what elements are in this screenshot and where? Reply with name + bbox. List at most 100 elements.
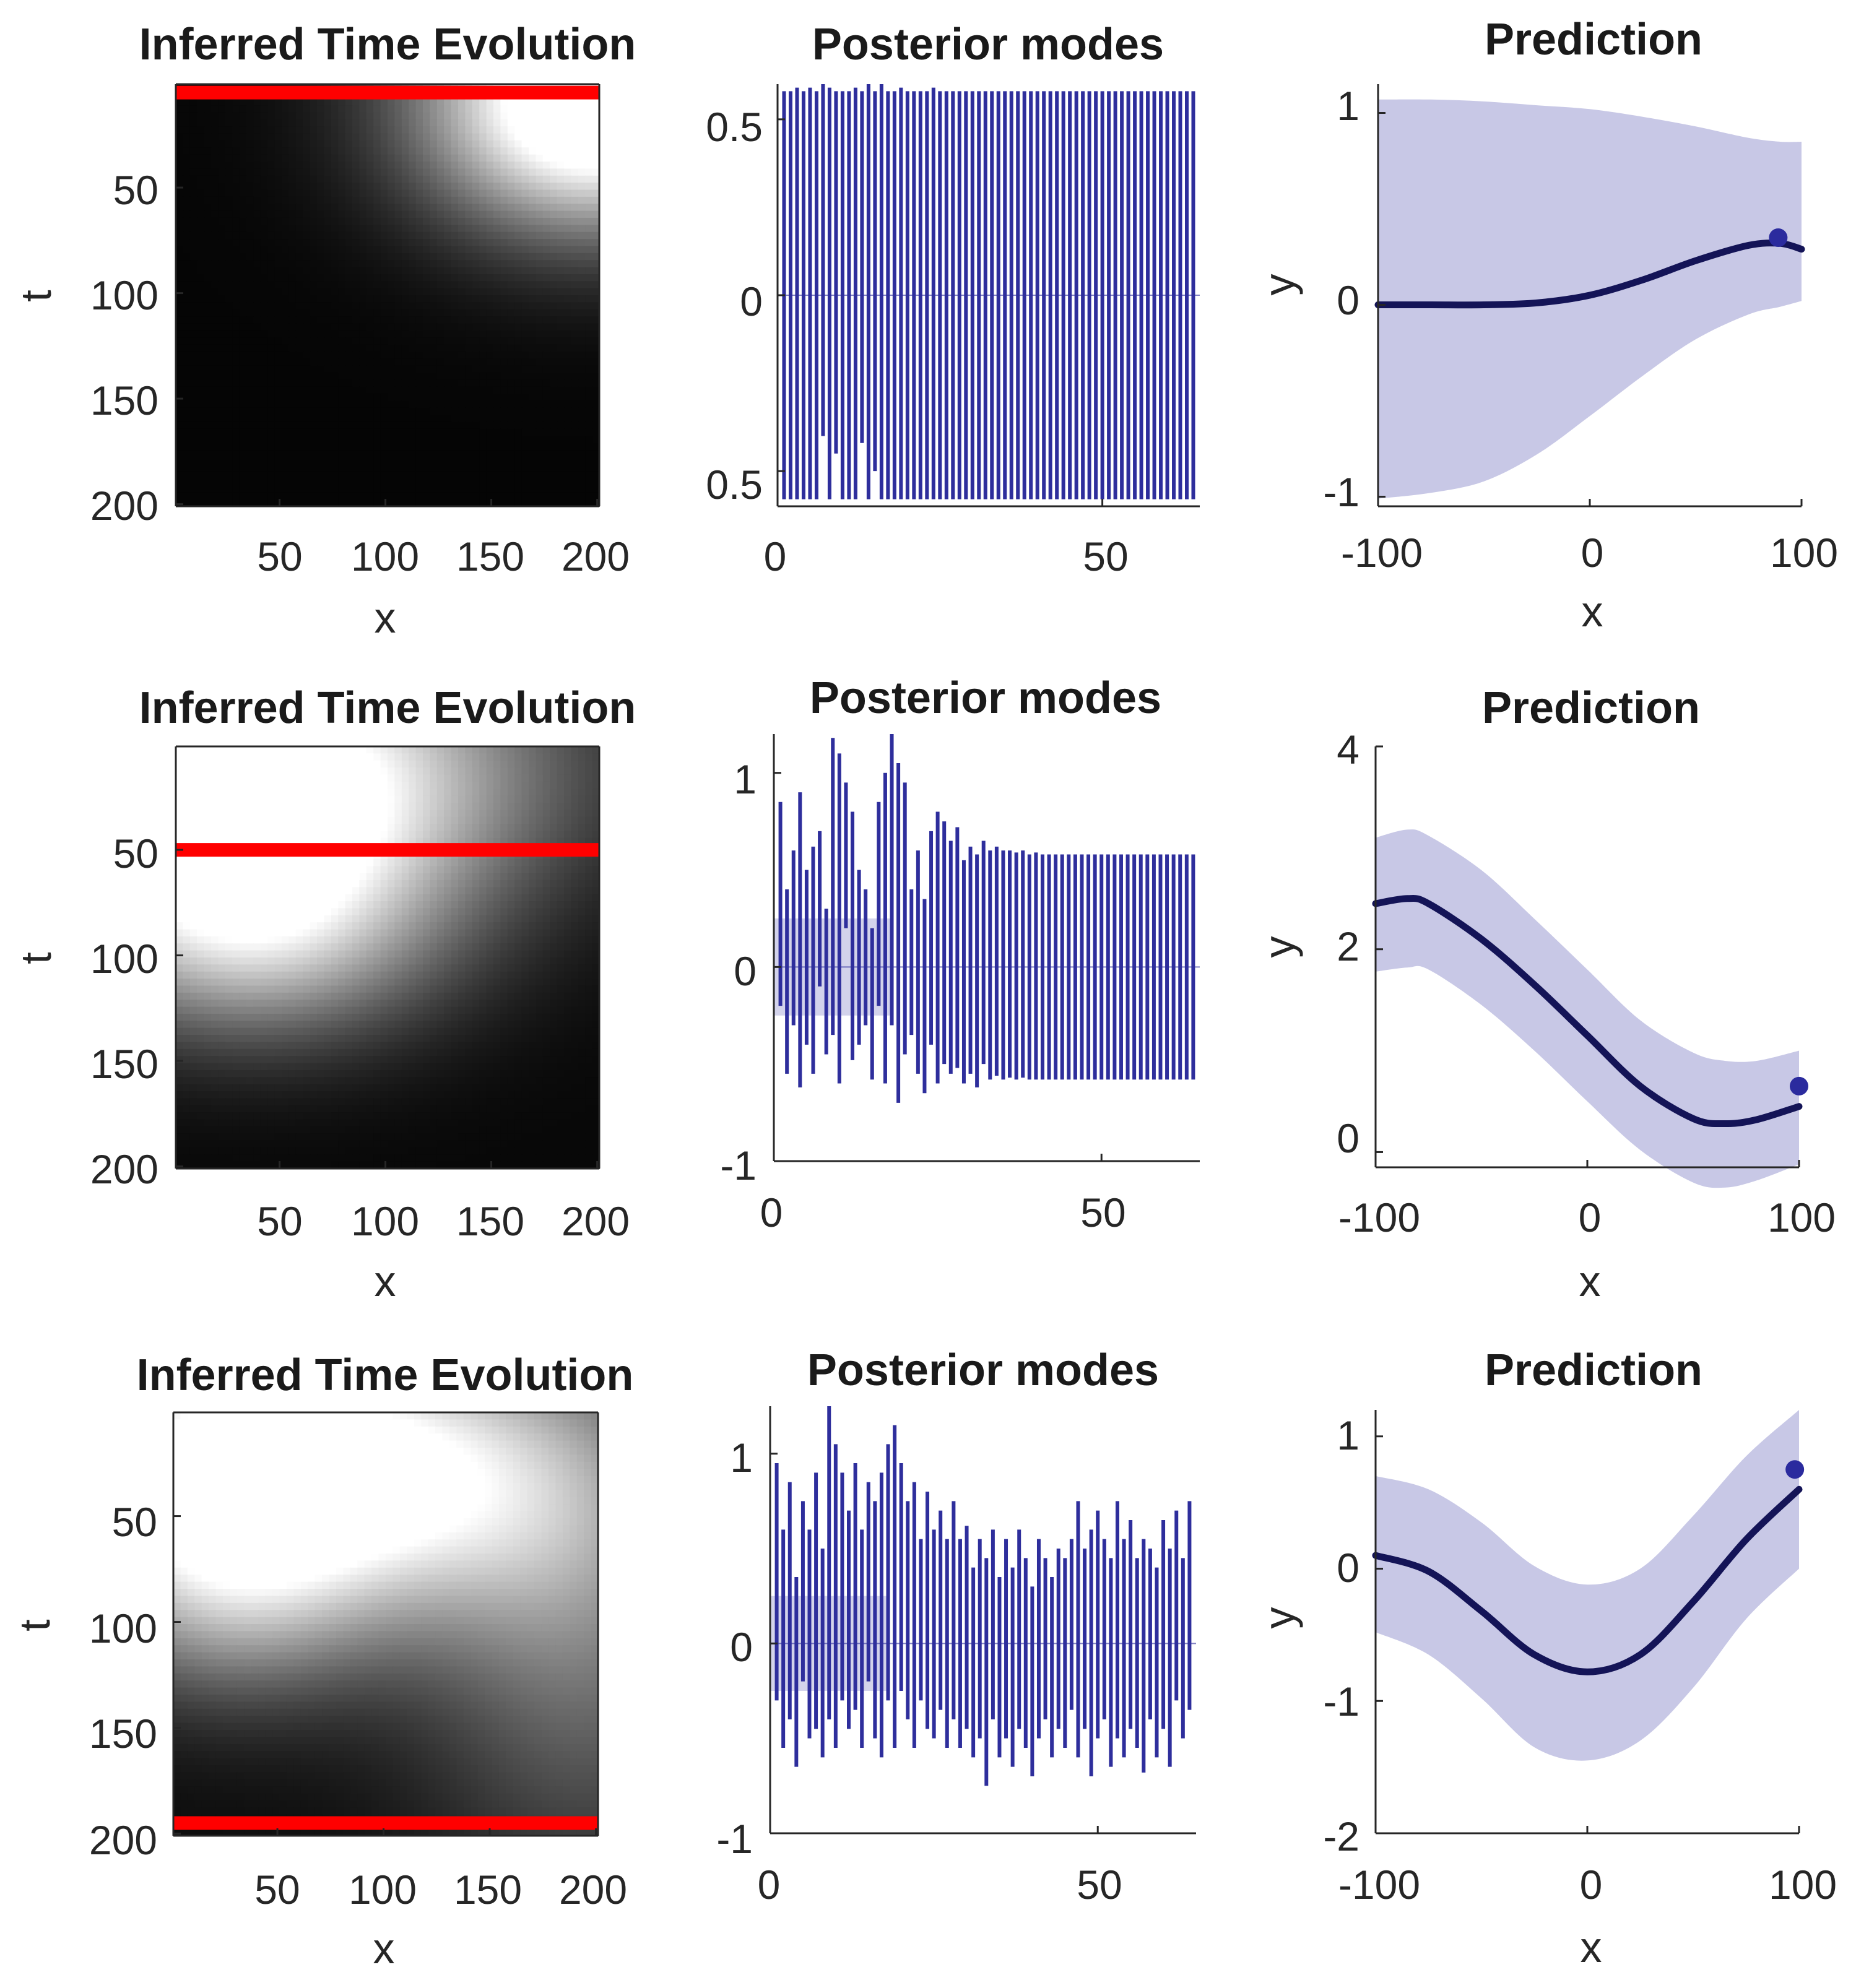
heatmap-cell [197, 281, 205, 289]
heatmap-cell [218, 436, 226, 444]
heatmap-cell [282, 365, 290, 373]
heatmap-cell [267, 746, 275, 754]
heatmap-cell [232, 112, 240, 120]
heatmap-cell [295, 183, 303, 191]
heatmap-cell [430, 407, 438, 416]
heatmap-cell [521, 281, 529, 289]
heatmap-cell [388, 887, 396, 895]
heatmap-cell [176, 774, 184, 782]
heatmap-cell [592, 295, 600, 303]
heatmap-cell [423, 810, 431, 818]
heatmap-cell [401, 225, 409, 233]
heatmap-cell [282, 753, 290, 761]
heatmap-cell [465, 873, 473, 881]
heatmap-cell [338, 231, 346, 240]
heatmap-cell [444, 225, 452, 233]
heatmap-cell [550, 379, 558, 387]
heatmap-cell [423, 394, 431, 402]
heatmap-cell [218, 147, 226, 155]
heatmap-cell [500, 499, 508, 507]
heatmap-cell [409, 288, 417, 296]
heatmap-cell [253, 781, 261, 789]
heatmap-cell [232, 415, 240, 423]
heatmap-cell [189, 351, 197, 360]
heatmap-cell [430, 457, 438, 465]
heatmap-cell [274, 274, 282, 282]
heatmap-cell [592, 344, 600, 352]
heatmap-cell [500, 386, 508, 394]
heatmap-cell [324, 344, 332, 352]
heatmap-cell [451, 119, 459, 127]
heatmap-cell [225, 436, 233, 444]
heatmap-cell [260, 789, 268, 797]
heatmap-cell [288, 858, 297, 867]
heatmap-cell [550, 225, 558, 233]
heatmap-cell [317, 443, 325, 451]
heatmap-cell [529, 239, 537, 247]
heatmap-cell [436, 753, 444, 761]
heatmap-cell [557, 358, 565, 366]
heatmap-cell [310, 866, 318, 874]
heatmap-cell [529, 774, 537, 782]
heatmap-cell [571, 274, 579, 282]
heatmap-cell [564, 288, 572, 296]
heatmap-cell [288, 204, 297, 212]
heatmap-cell [331, 98, 339, 106]
heatmap-cell [253, 274, 261, 282]
heatmap-cell [536, 246, 544, 254]
heatmap-cell [415, 225, 423, 233]
heatmap-cell [338, 873, 346, 881]
heatmap-cell [423, 196, 431, 205]
heatmap-cell [415, 457, 423, 465]
heatmap-cell [592, 105, 600, 113]
heatmap-cell [521, 231, 529, 240]
heatmap-cell [451, 302, 459, 310]
heatmap-cell [345, 485, 353, 493]
heatmap-cell [557, 351, 565, 360]
heatmap-cell [423, 225, 431, 233]
heatmap-cell [373, 330, 381, 338]
heatmap-cell [189, 204, 197, 212]
heatmap-cell [197, 373, 205, 381]
heatmap-cell [500, 781, 508, 789]
heatmap-cell [253, 457, 261, 465]
heatmap-cell [571, 323, 579, 331]
heatmap-cell [310, 217, 318, 226]
heatmap-cell [331, 162, 339, 170]
heatmap-cell [260, 379, 268, 387]
heatmap-cell [578, 253, 586, 261]
heatmap-cell [373, 428, 381, 437]
heatmap-cell [260, 274, 268, 282]
heatmap-cell [451, 196, 459, 205]
heatmap-cell [246, 471, 254, 479]
heatmap-cell [176, 746, 184, 754]
heatmap-cell [550, 831, 558, 839]
heatmap-cell [274, 105, 282, 113]
heatmap-cell [472, 499, 480, 507]
heatmap-cell [267, 119, 275, 127]
heatmap-cell [246, 162, 254, 170]
heatmap-cell [444, 810, 452, 818]
heatmap-cell [197, 330, 205, 338]
heatmap-cell [204, 879, 212, 888]
heatmap-cell [401, 394, 409, 402]
heatmap-cell [458, 443, 466, 451]
heatmap-cell [451, 274, 459, 282]
heatmap-cell [529, 478, 537, 486]
heatmap-cell [585, 302, 593, 310]
heatmap-cell [592, 231, 600, 240]
heatmap-cell [507, 133, 515, 141]
heatmap-cell [380, 492, 388, 500]
heatmap-cell [288, 450, 297, 458]
heatmap-cell [176, 239, 184, 247]
heatmap-cell [571, 436, 579, 444]
heatmap-cell [486, 428, 494, 437]
heatmap-cell [557, 753, 565, 761]
heatmap-cell [542, 210, 550, 218]
heatmap-cell [479, 810, 487, 818]
heatmap-cell [189, 386, 197, 394]
heatmap-cell [500, 767, 508, 776]
heatmap-cell [592, 379, 600, 387]
heatmap-cell [472, 810, 480, 818]
heatmap-cell [183, 204, 191, 212]
